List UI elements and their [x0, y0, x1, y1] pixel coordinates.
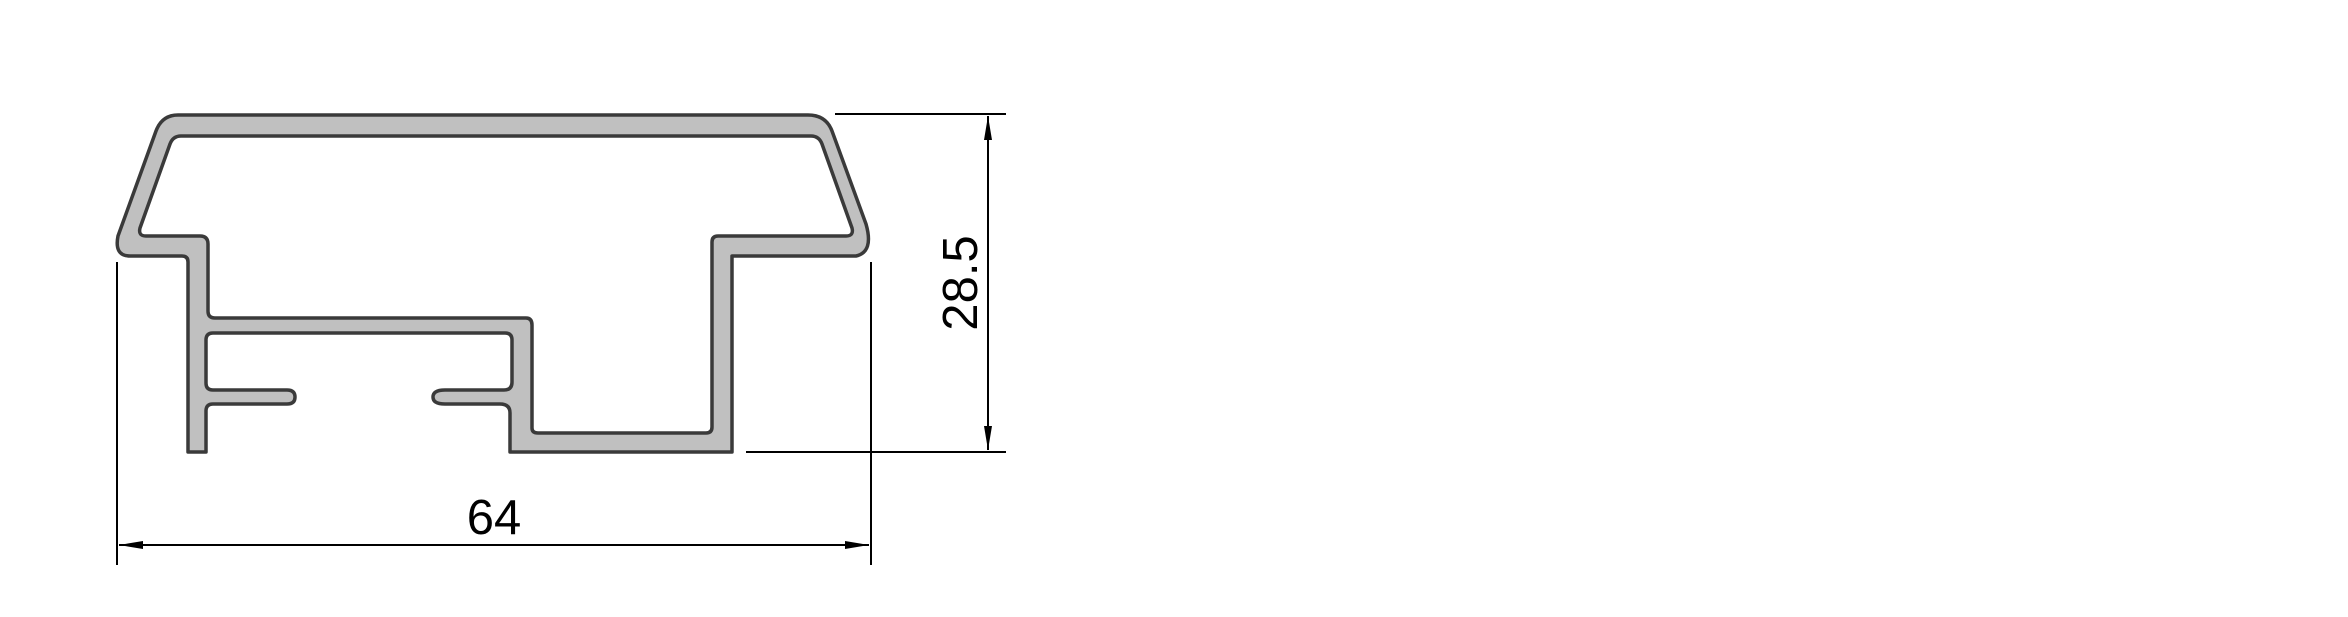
- profile-section: [115, 113, 871, 454]
- width-dimension-label: 64: [467, 491, 522, 545]
- height-dimension-label: 28.5: [934, 235, 988, 330]
- height-dimension: 28.5: [746, 113, 1006, 453]
- profile-outline: [115, 113, 871, 454]
- width-dimension: 64: [116, 262, 872, 565]
